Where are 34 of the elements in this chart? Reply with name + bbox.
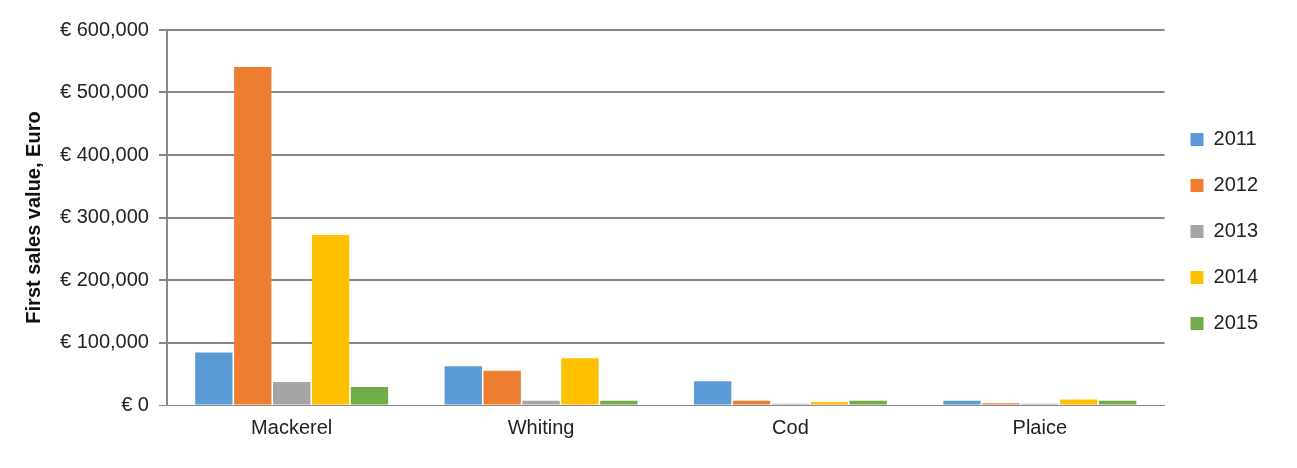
bar	[600, 400, 638, 405]
y-tick-label: € 400,000	[59, 142, 149, 165]
bar	[234, 66, 272, 405]
bar	[1098, 400, 1137, 405]
bar	[849, 400, 887, 405]
y-tick-label: € 200,000	[59, 267, 149, 290]
y-tick-label: € 0	[121, 392, 149, 415]
legend-label: 2011	[1213, 127, 1257, 150]
x-tick-label: Plaice	[1012, 415, 1068, 438]
bar	[272, 381, 311, 405]
y-tick-label: € 100,000	[59, 330, 149, 353]
bar	[350, 386, 389, 405]
bar	[693, 381, 732, 405]
x-tick-label: Cod	[772, 415, 809, 438]
x-tick-label: Whiting	[507, 415, 575, 438]
bar	[195, 352, 233, 405]
bar	[561, 358, 599, 405]
bar	[311, 235, 350, 405]
y-tick-label: € 300,000	[59, 205, 149, 228]
y-tick-label: € 500,000	[59, 80, 149, 103]
bar	[732, 400, 771, 405]
y-tick-label: € 600,000	[59, 17, 149, 40]
bar	[522, 400, 560, 405]
legend-label: 2014	[1213, 265, 1259, 288]
bar	[444, 366, 482, 405]
y-axis-title: First sales value, Euro	[21, 111, 44, 324]
bar	[810, 401, 849, 405]
x-tick-label: Mackerel	[251, 415, 333, 438]
bar	[943, 400, 981, 405]
legend-label: 2013	[1213, 219, 1259, 242]
bar	[483, 370, 521, 405]
legend-label: 2012	[1213, 173, 1259, 196]
legend-label: 2015	[1213, 311, 1259, 334]
bar	[1060, 399, 1098, 405]
